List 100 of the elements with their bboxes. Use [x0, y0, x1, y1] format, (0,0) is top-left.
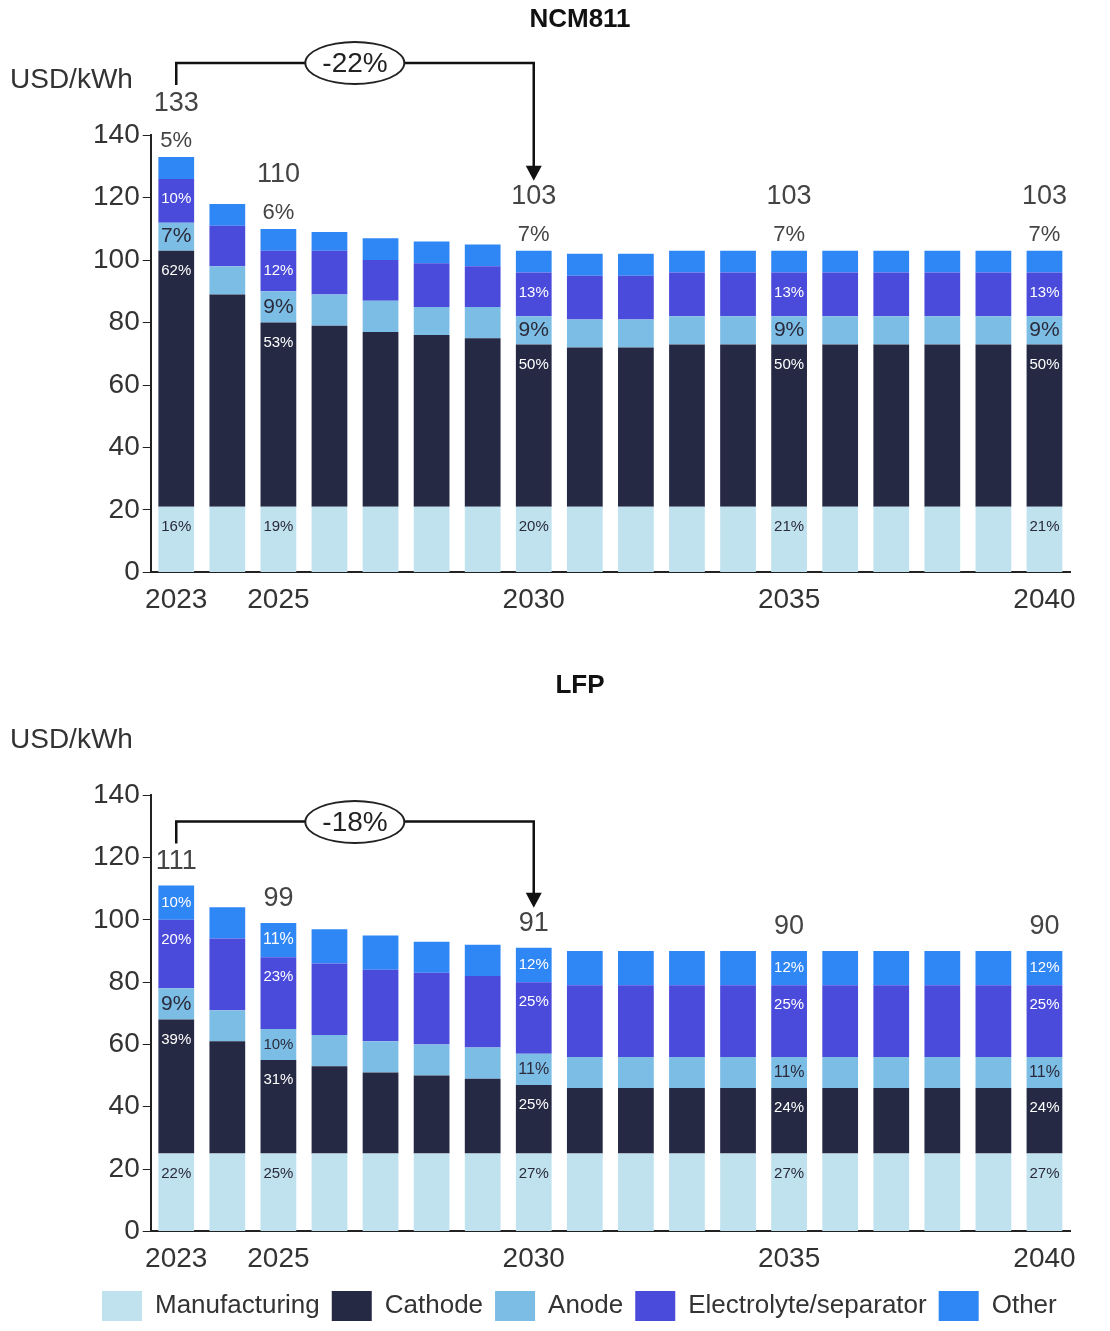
- annotation: 9%: [161, 990, 192, 1014]
- bar: [771, 1088, 807, 1154]
- chart-title: NCM811: [529, 2, 631, 33]
- bar: [975, 1056, 1012, 1089]
- annotation: 25%: [1029, 995, 1060, 1013]
- annotation: 11%: [1029, 1062, 1060, 1080]
- bar: [771, 985, 807, 1057]
- bar: [975, 1153, 1012, 1231]
- bar: [311, 1035, 348, 1067]
- bar: [669, 1056, 705, 1089]
- bar: [924, 1088, 961, 1154]
- bar: [669, 985, 705, 1057]
- y-tick-label: 140: [93, 777, 140, 809]
- bar: [873, 344, 910, 507]
- bar: [362, 260, 399, 301]
- bar: [362, 238, 399, 261]
- bar: [515, 250, 552, 273]
- bar: [566, 319, 603, 348]
- bar: [873, 506, 910, 572]
- bar: [260, 506, 297, 572]
- bar: [260, 1153, 297, 1231]
- total-label: 103: [766, 180, 812, 211]
- bar: [822, 316, 859, 345]
- bar: [975, 985, 1012, 1057]
- bar: [720, 1056, 756, 1089]
- annotation: 27%: [774, 1163, 805, 1181]
- bar: [873, 985, 910, 1057]
- bar: [413, 941, 450, 973]
- bar: [566, 950, 603, 986]
- annotation: 50%: [1029, 354, 1060, 372]
- bar: [260, 957, 297, 1029]
- bar: [873, 272, 910, 317]
- annotation: 13%: [1029, 282, 1060, 300]
- y-tick-label: 120: [93, 180, 140, 212]
- annotation: 9%: [773, 317, 805, 341]
- bar: [618, 985, 654, 1057]
- bar: [209, 1010, 246, 1042]
- bar: [873, 1153, 910, 1231]
- y-tick-label: 140: [93, 117, 140, 149]
- bar: [975, 272, 1012, 317]
- annotation: 9%: [263, 293, 294, 317]
- bar: [975, 950, 1012, 986]
- annotation: 21%: [1029, 516, 1060, 534]
- total-label: 103: [1021, 180, 1067, 211]
- annotation: 7%: [161, 223, 192, 247]
- annotation: 24%: [1029, 1098, 1060, 1116]
- y-tick-label: 100: [93, 242, 140, 274]
- bar: [209, 1153, 246, 1231]
- x-tick-label: 2023: [145, 582, 208, 614]
- y-tick-label: 80: [108, 305, 140, 337]
- bar: [311, 1066, 348, 1154]
- y-tick-label: 0: [124, 555, 140, 587]
- bar: [464, 244, 501, 267]
- bar: [158, 250, 195, 507]
- bar: [158, 1019, 195, 1154]
- total-label: 99: [263, 882, 294, 913]
- bar: [975, 250, 1012, 273]
- bar: [1026, 506, 1063, 572]
- bar: [158, 506, 195, 572]
- bar: [311, 963, 348, 1036]
- bar: [771, 506, 807, 572]
- bar: [311, 929, 348, 964]
- legend-label: Electrolyte/separator: [688, 1289, 928, 1320]
- bar: [362, 300, 399, 332]
- bar: [464, 975, 501, 1048]
- bar: [158, 919, 195, 989]
- y-tick-label: 40: [108, 1089, 140, 1121]
- bar: [311, 294, 348, 326]
- bar: [822, 1056, 859, 1089]
- bar: [975, 344, 1012, 507]
- x-tick-label: 2040: [1013, 1241, 1076, 1273]
- annotation: 10%: [161, 189, 192, 207]
- bar: [209, 1041, 246, 1154]
- bar: [720, 506, 756, 572]
- annotation: 62%: [161, 260, 192, 278]
- annotation: 7%: [1028, 220, 1061, 246]
- total-label: 111: [155, 845, 197, 876]
- annotation: 7%: [517, 220, 550, 246]
- bar: [515, 982, 552, 1054]
- bar: [618, 1088, 654, 1154]
- bar: [720, 316, 756, 345]
- bar: [311, 325, 348, 507]
- annotation: 9%: [1029, 317, 1060, 341]
- y-tick-label: 100: [93, 902, 140, 934]
- y-tick-label: 80: [108, 964, 140, 996]
- bar: [566, 506, 603, 572]
- bar: [822, 506, 859, 572]
- bar: [362, 1072, 399, 1154]
- annotation: 50%: [774, 354, 805, 372]
- bar: [566, 1153, 603, 1231]
- annotation: 5%: [160, 127, 193, 153]
- bar: [924, 1153, 961, 1231]
- bar: [311, 1153, 348, 1231]
- bar: [771, 1153, 807, 1231]
- total-label: 91: [518, 907, 549, 938]
- annotation: 39%: [161, 1029, 192, 1047]
- bar: [362, 935, 399, 970]
- bar: [618, 950, 654, 986]
- x-tick-label: 2030: [502, 582, 565, 614]
- bar: [924, 506, 961, 572]
